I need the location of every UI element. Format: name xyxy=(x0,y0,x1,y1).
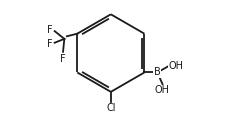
Text: F: F xyxy=(47,39,52,49)
Text: F: F xyxy=(60,54,66,64)
Text: Cl: Cl xyxy=(106,103,115,114)
Text: OH: OH xyxy=(154,85,169,95)
Text: OH: OH xyxy=(168,61,183,71)
Text: B: B xyxy=(153,67,160,77)
Text: F: F xyxy=(47,25,52,35)
